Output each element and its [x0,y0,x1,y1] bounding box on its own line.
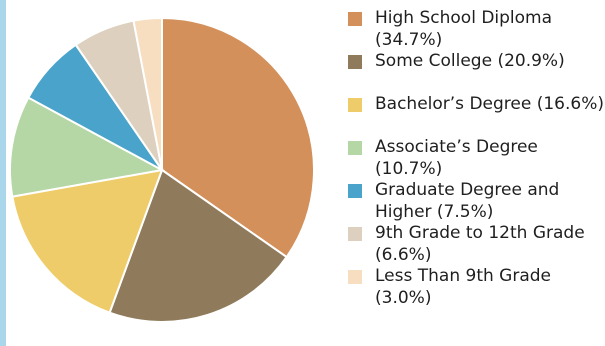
legend-label: Less Than 9th Grade (3.0%) [375,266,551,308]
legend-swatch [348,12,362,26]
pie-slice [161,16,315,259]
legend-swatch [348,184,362,198]
legend-swatch [348,141,362,155]
legend-label: Graduate Degree and Higher (7.5%) [375,180,560,222]
legend-item: Less Than 9th Grade (3.0%) [345,266,605,309]
legend-label: High School Diploma (34.7%) [375,8,553,50]
legend-label: Associate’s Degree (10.7%) [375,137,538,179]
pie-chart [9,16,315,323]
pie-slice [132,16,163,171]
legend-label: 9th Grade to 12th Grade (6.6%) [375,223,585,265]
pie-slice [108,168,289,323]
legend-item: 9th Grade to 12th Grade (6.6%) [345,223,605,266]
legend-label: Some College (20.9%) [375,51,565,71]
legend: High School Diploma (34.7%) Some College… [345,8,605,309]
legend-item: Some College (20.9%) [345,51,605,94]
legend-item: Associate’s Degree (10.7%) [345,137,605,180]
legend-item: High School Diploma (34.7%) [345,8,605,51]
legend-item: Graduate Degree and Higher (7.5%) [345,180,605,223]
left-accent-strip [0,0,6,346]
legend-swatch [348,55,362,69]
legend-swatch [348,227,362,241]
legend-swatch [348,270,362,284]
legend-swatch [348,98,362,112]
legend-item: Bachelor’s Degree (16.6%) [345,94,605,137]
pie-slice [9,96,165,198]
legend-label: Bachelor’s Degree (16.6%) [375,94,604,114]
pie-slice [11,168,164,314]
